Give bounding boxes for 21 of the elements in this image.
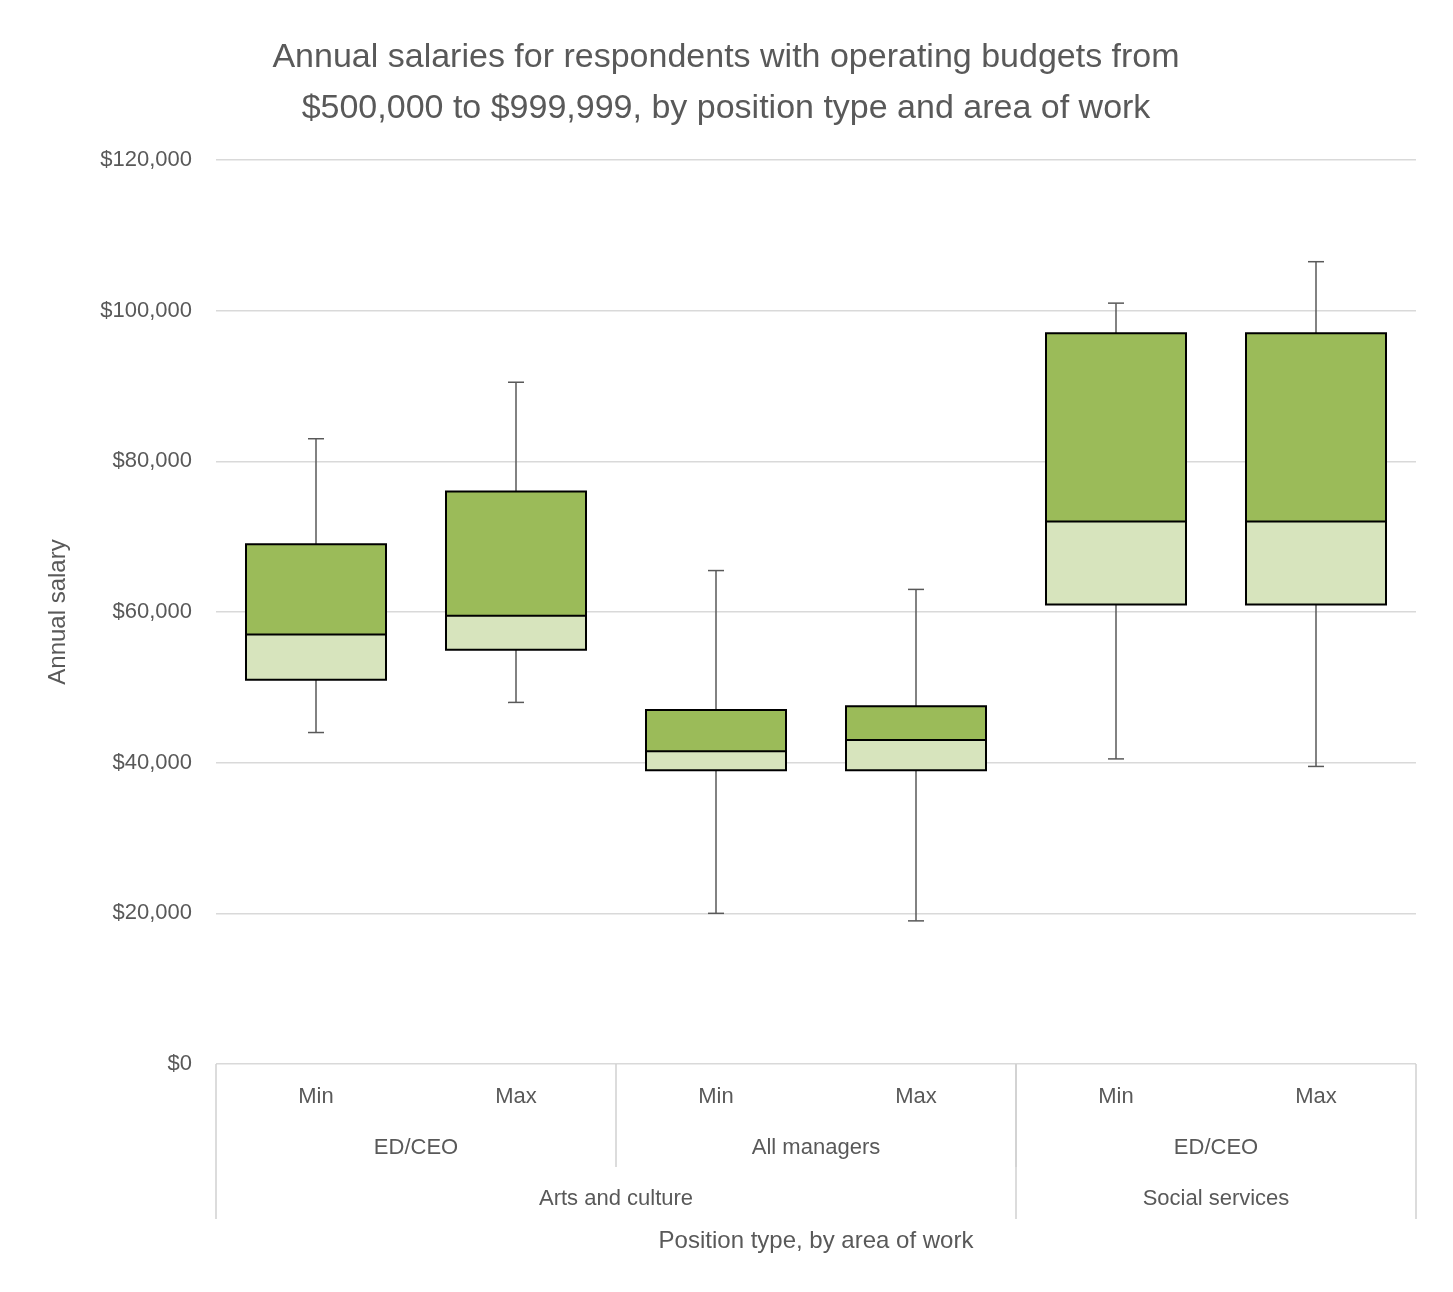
x-axis-title: Position type, by area of work bbox=[658, 1225, 975, 1253]
y-tick-label: $20,000 bbox=[112, 899, 192, 925]
x-tick-label: Min bbox=[698, 1083, 734, 1109]
y-tick-label: $100,000 bbox=[100, 296, 192, 322]
x-tick-label: Max bbox=[1295, 1083, 1337, 1109]
y-tick-label: $120,000 bbox=[100, 146, 192, 172]
text: Arts and culture bbox=[538, 1185, 694, 1211]
y-tick-label: $80,000 bbox=[112, 447, 192, 473]
text: Social services bbox=[1142, 1185, 1290, 1211]
chart-title: Annual salaries for respondents with operating budgets from $500,000 to $999,999, by position type and area of work bbox=[272, 36, 1180, 126]
y-axis-title: Annual salary bbox=[43, 539, 71, 685]
text: All managers bbox=[751, 1134, 881, 1160]
x-tick-label: Max bbox=[495, 1083, 537, 1109]
x-tick-label: Min bbox=[1098, 1083, 1134, 1109]
x-tick-label: Min bbox=[298, 1083, 334, 1109]
y-tick-label: $0 bbox=[167, 1050, 192, 1076]
y-tick-label: $60,000 bbox=[112, 598, 192, 624]
y-tick-label: $40,000 bbox=[112, 748, 192, 774]
text: ED/CEO bbox=[373, 1134, 459, 1160]
text: ED/CEO bbox=[1173, 1134, 1259, 1160]
x-tick-label: Max bbox=[895, 1083, 937, 1109]
